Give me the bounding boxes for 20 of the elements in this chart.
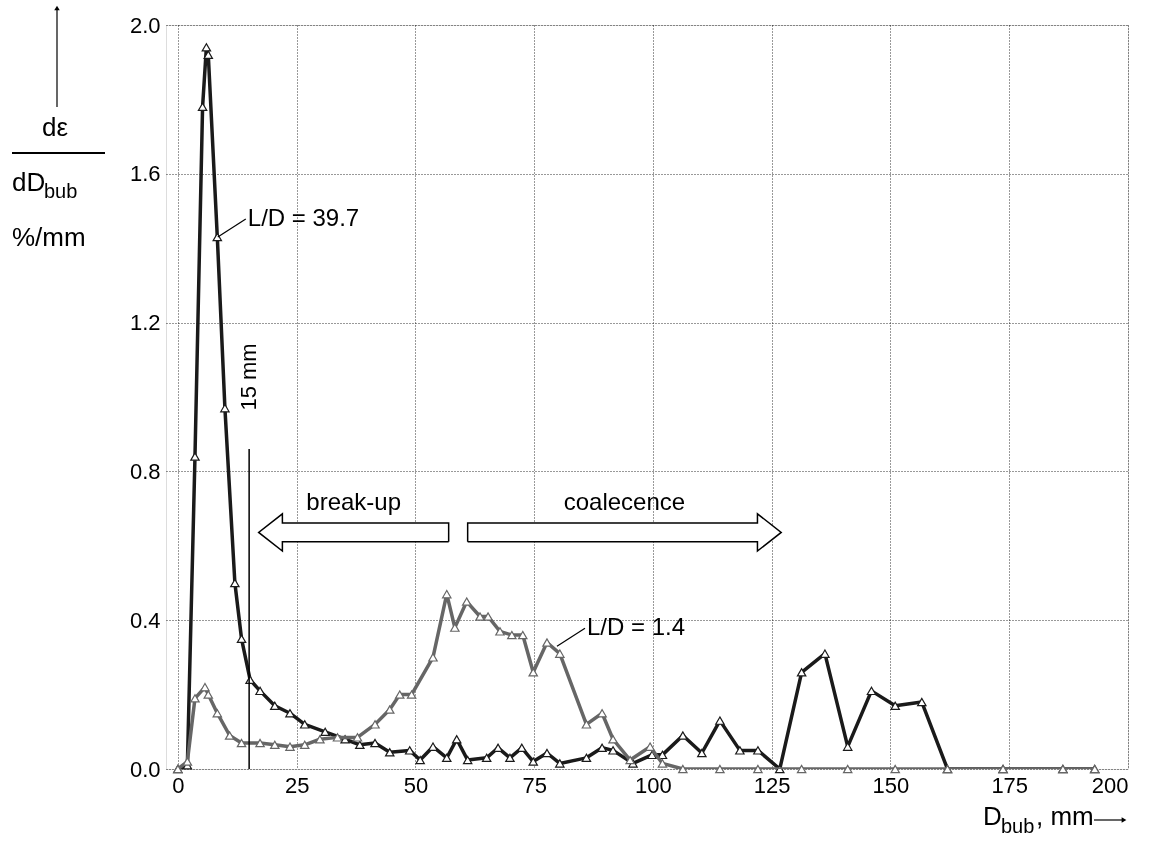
x-tick-label: 150 xyxy=(872,772,910,798)
x-tick-label: 125 xyxy=(753,772,791,798)
annotation: L/D = 1.4 xyxy=(586,613,686,641)
x-tick-label: 100 xyxy=(635,772,672,798)
x-tick-label: 50 xyxy=(403,772,429,798)
y-tick-label: 2.0 xyxy=(129,12,161,38)
annotation: coalecence xyxy=(563,488,686,516)
y-tick-label: 0.0 xyxy=(129,756,161,782)
y-tick-label: 0.4 xyxy=(129,607,161,633)
annotation: L/D = 39.7 xyxy=(247,204,360,232)
x-tick-label: 0 xyxy=(172,772,185,798)
x-tick-label: 175 xyxy=(991,772,1029,798)
y-tick-label: 0.8 xyxy=(129,458,161,484)
y-tick-label: 1.6 xyxy=(129,161,161,187)
ref-line-label: 15 mm xyxy=(236,343,262,411)
annotation: break-up xyxy=(306,488,402,516)
x-tick-label: 75 xyxy=(522,772,547,798)
x-tick-label: 200 xyxy=(1091,772,1129,798)
x-tick-label: 25 xyxy=(284,772,310,798)
y-tick-label: 1.2 xyxy=(129,310,161,336)
